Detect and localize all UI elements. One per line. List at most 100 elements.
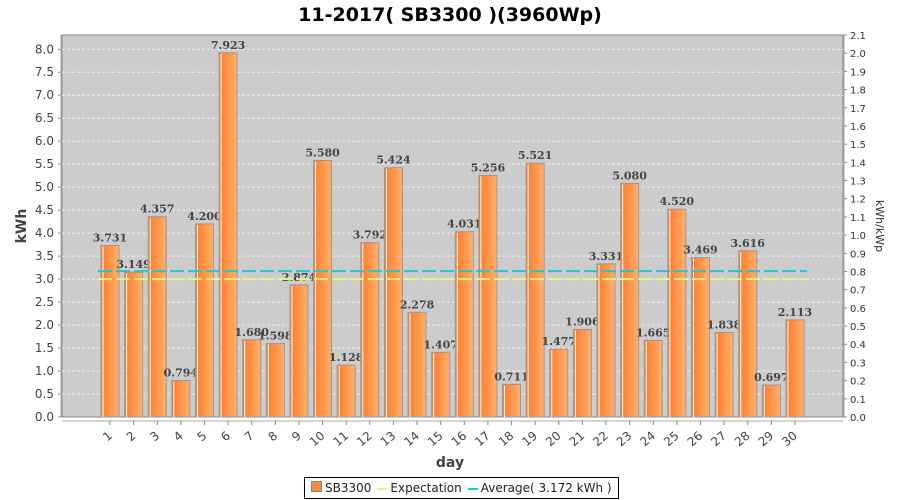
y-tick-label: 2.5 xyxy=(35,295,54,309)
y2-tick-label: 1.4 xyxy=(850,158,866,169)
data-label: 1.477 xyxy=(542,335,576,348)
legend-line xyxy=(467,487,478,490)
data-label: 7.923 xyxy=(211,39,245,52)
y2-tick-label: 2.0 xyxy=(850,49,866,60)
y2-tick-label: 0.2 xyxy=(850,377,866,388)
x-tick-label: 12 xyxy=(354,429,375,450)
y-tick-label: 1.5 xyxy=(35,341,54,355)
y-tick-label: 6.5 xyxy=(35,111,54,125)
y2-axis-label: kWh/kWp xyxy=(873,200,886,252)
y-tick-label: 6.0 xyxy=(35,134,54,148)
legend-item-average: Average( 3.172 kWh ) xyxy=(467,481,612,495)
y-tick-label: 1.0 xyxy=(35,364,54,378)
bar xyxy=(478,174,498,418)
x-tick-label: 11 xyxy=(330,429,351,450)
data-label: 5.424 xyxy=(376,154,411,167)
bar xyxy=(100,244,120,418)
x-axis-label: day xyxy=(436,455,464,471)
x-tick-label: 1 xyxy=(100,429,115,445)
x-tick-label: 15 xyxy=(425,429,446,450)
data-label: 1.598 xyxy=(258,330,293,343)
bar xyxy=(242,339,262,418)
x-tick-label: 21 xyxy=(567,429,588,450)
x-tick-label: 6 xyxy=(218,429,233,445)
data-label: 1.680 xyxy=(234,326,269,339)
data-label: 4.520 xyxy=(660,195,695,208)
bar xyxy=(714,332,734,418)
data-label: 4.200 xyxy=(187,210,222,223)
bar xyxy=(549,348,569,418)
x-tick-label: 24 xyxy=(637,429,658,450)
x-tick-label: 4 xyxy=(171,429,186,445)
y-tick-label: 5.0 xyxy=(35,180,54,194)
y2-tick-label: 0.8 xyxy=(850,267,866,278)
data-label: 2.874 xyxy=(282,271,317,284)
legend: SB3300 Expectation Average( 3.172 kWh ) xyxy=(304,477,619,499)
x-tick-label: 19 xyxy=(519,429,540,450)
bar xyxy=(691,257,710,418)
x-tick-label: 10 xyxy=(307,429,328,450)
x-tick-label: 22 xyxy=(590,429,611,450)
chart-title: 11-2017( SB3300 )(3960Wp) xyxy=(298,4,602,26)
legend-label: Average( 3.172 kWh ) xyxy=(480,481,612,495)
y2-tick-label: 1.9 xyxy=(850,67,866,78)
y2-tick-label: 0.9 xyxy=(850,249,866,260)
bar xyxy=(147,216,167,418)
bar xyxy=(502,383,522,418)
bar xyxy=(171,380,191,418)
y-tick-label: 8.0 xyxy=(35,42,54,56)
data-label: 4.357 xyxy=(140,203,174,216)
data-label: 3.469 xyxy=(683,244,717,257)
data-label: 3.616 xyxy=(731,237,766,250)
data-label: 5.580 xyxy=(305,146,340,159)
data-label: 1.407 xyxy=(423,338,457,351)
bar xyxy=(738,250,758,418)
y2-tick-label: 1.7 xyxy=(850,104,866,115)
legend-line xyxy=(377,487,388,490)
x-tick-label: 27 xyxy=(708,429,729,450)
y-tick-label: 5.5 xyxy=(35,157,54,171)
bar xyxy=(620,182,640,418)
y-tick-label: 4.0 xyxy=(35,226,54,240)
bar xyxy=(596,263,616,418)
y2-tick-label: 1.2 xyxy=(850,195,866,206)
data-label: 3.331 xyxy=(589,250,623,263)
x-tick-label: 3 xyxy=(147,429,162,445)
data-label: 3.792 xyxy=(353,229,387,242)
bar xyxy=(431,351,451,418)
y2-tick-label: 0.6 xyxy=(850,304,866,315)
data-label: 2.113 xyxy=(778,306,812,319)
data-label: 1.128 xyxy=(329,351,364,364)
data-label: 1.838 xyxy=(707,319,742,332)
legend-item-expectation: Expectation xyxy=(377,481,462,495)
x-tick-label: 14 xyxy=(401,429,422,450)
bar xyxy=(454,231,474,418)
y2-tick-label: 0.3 xyxy=(850,358,866,369)
y2-tick-label: 0.1 xyxy=(850,395,866,406)
data-label: 2.278 xyxy=(400,298,435,311)
y2-tick-label: 1.8 xyxy=(850,86,866,97)
bar xyxy=(124,271,144,418)
data-label: 5.256 xyxy=(471,161,506,174)
bar xyxy=(313,159,333,418)
x-tick-label: 25 xyxy=(661,429,682,450)
x-tick-label: 30 xyxy=(779,429,800,450)
data-label: 3.149 xyxy=(116,258,150,271)
bar xyxy=(218,52,238,418)
y2-tick-label: 0.7 xyxy=(850,286,866,297)
y2-tick-label: 0.0 xyxy=(850,413,866,424)
legend-item-sb3300: SB3300 xyxy=(311,481,371,495)
y-tick-label: 7.0 xyxy=(35,88,54,102)
y2-tick-label: 1.6 xyxy=(850,122,866,133)
data-label: 4.031 xyxy=(447,218,481,231)
data-label: 1.906 xyxy=(565,315,600,328)
data-label: 5.521 xyxy=(518,149,552,162)
x-tick-label: 9 xyxy=(289,429,304,445)
x-tick-label: 23 xyxy=(614,429,635,450)
x-tick-label: 18 xyxy=(496,429,517,450)
bar xyxy=(383,167,403,418)
y-tick-label: 2.0 xyxy=(35,318,54,332)
bar xyxy=(265,343,285,418)
data-label: 1.665 xyxy=(636,326,670,339)
